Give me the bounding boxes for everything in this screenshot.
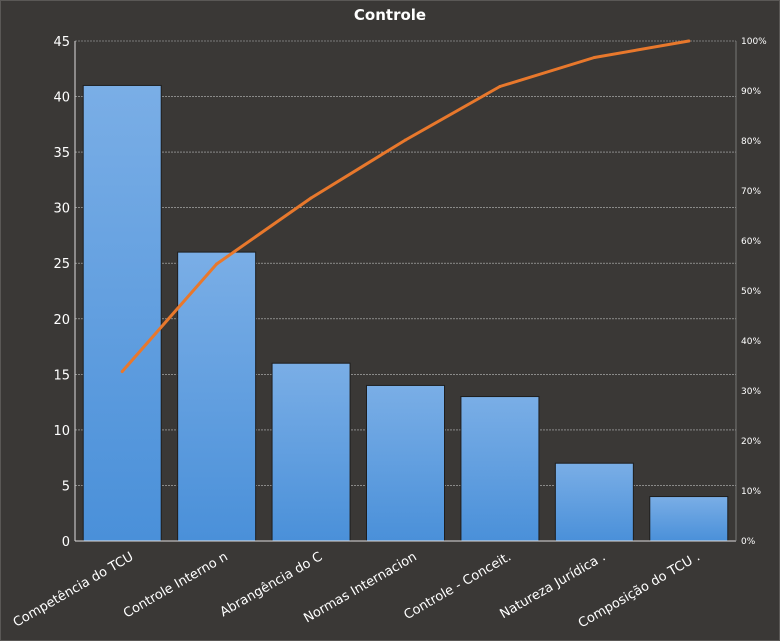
y-tick-label: 40 — [53, 91, 70, 106]
y2-tick-label: 60% — [741, 237, 761, 247]
y2-tick-label: 70% — [741, 187, 761, 197]
line-point — [404, 138, 407, 142]
line-point — [120, 370, 124, 373]
line-point — [215, 262, 219, 266]
x-tick-label: Controle Interno n — [121, 549, 231, 621]
y-tick-label: 30 — [53, 202, 70, 217]
y2-tick-label: 100% — [741, 37, 767, 47]
bars — [82, 84, 729, 542]
bar — [554, 462, 634, 542]
y2-tick-label: 50% — [741, 287, 761, 297]
y2-tick-label: 20% — [741, 437, 761, 447]
y2-tick-label: 10% — [741, 487, 761, 497]
cumulative-line — [120, 39, 691, 373]
y2-tick-label: 0% — [741, 537, 756, 547]
bar — [366, 384, 445, 542]
bar — [271, 362, 351, 542]
y2-tick-label: 80% — [741, 137, 761, 147]
bar — [460, 396, 540, 542]
line-point — [309, 196, 313, 200]
chart-title: Controle — [353, 6, 427, 24]
y-tick-label: 15 — [53, 368, 70, 383]
y-tick-label: 25 — [53, 257, 70, 272]
y2-tick-label: 40% — [741, 337, 761, 347]
x-tick-label: Competência do TCU — [11, 549, 136, 630]
y-tick-label: 20 — [53, 313, 70, 328]
bar — [649, 496, 729, 542]
y-tick-label: 5 — [62, 479, 70, 494]
y-tick-label: 10 — [53, 424, 70, 439]
y2-tick-label: 90% — [741, 87, 761, 97]
y2-tick-label: 30% — [741, 387, 761, 397]
bar — [177, 251, 257, 542]
bar — [82, 84, 162, 542]
line-point — [687, 39, 691, 43]
y-tick-label: 45 — [53, 35, 70, 50]
line-point — [498, 85, 502, 88]
line-point — [592, 56, 596, 59]
y-tick-label: 0 — [62, 535, 70, 550]
y-tick-label: 35 — [53, 146, 70, 161]
